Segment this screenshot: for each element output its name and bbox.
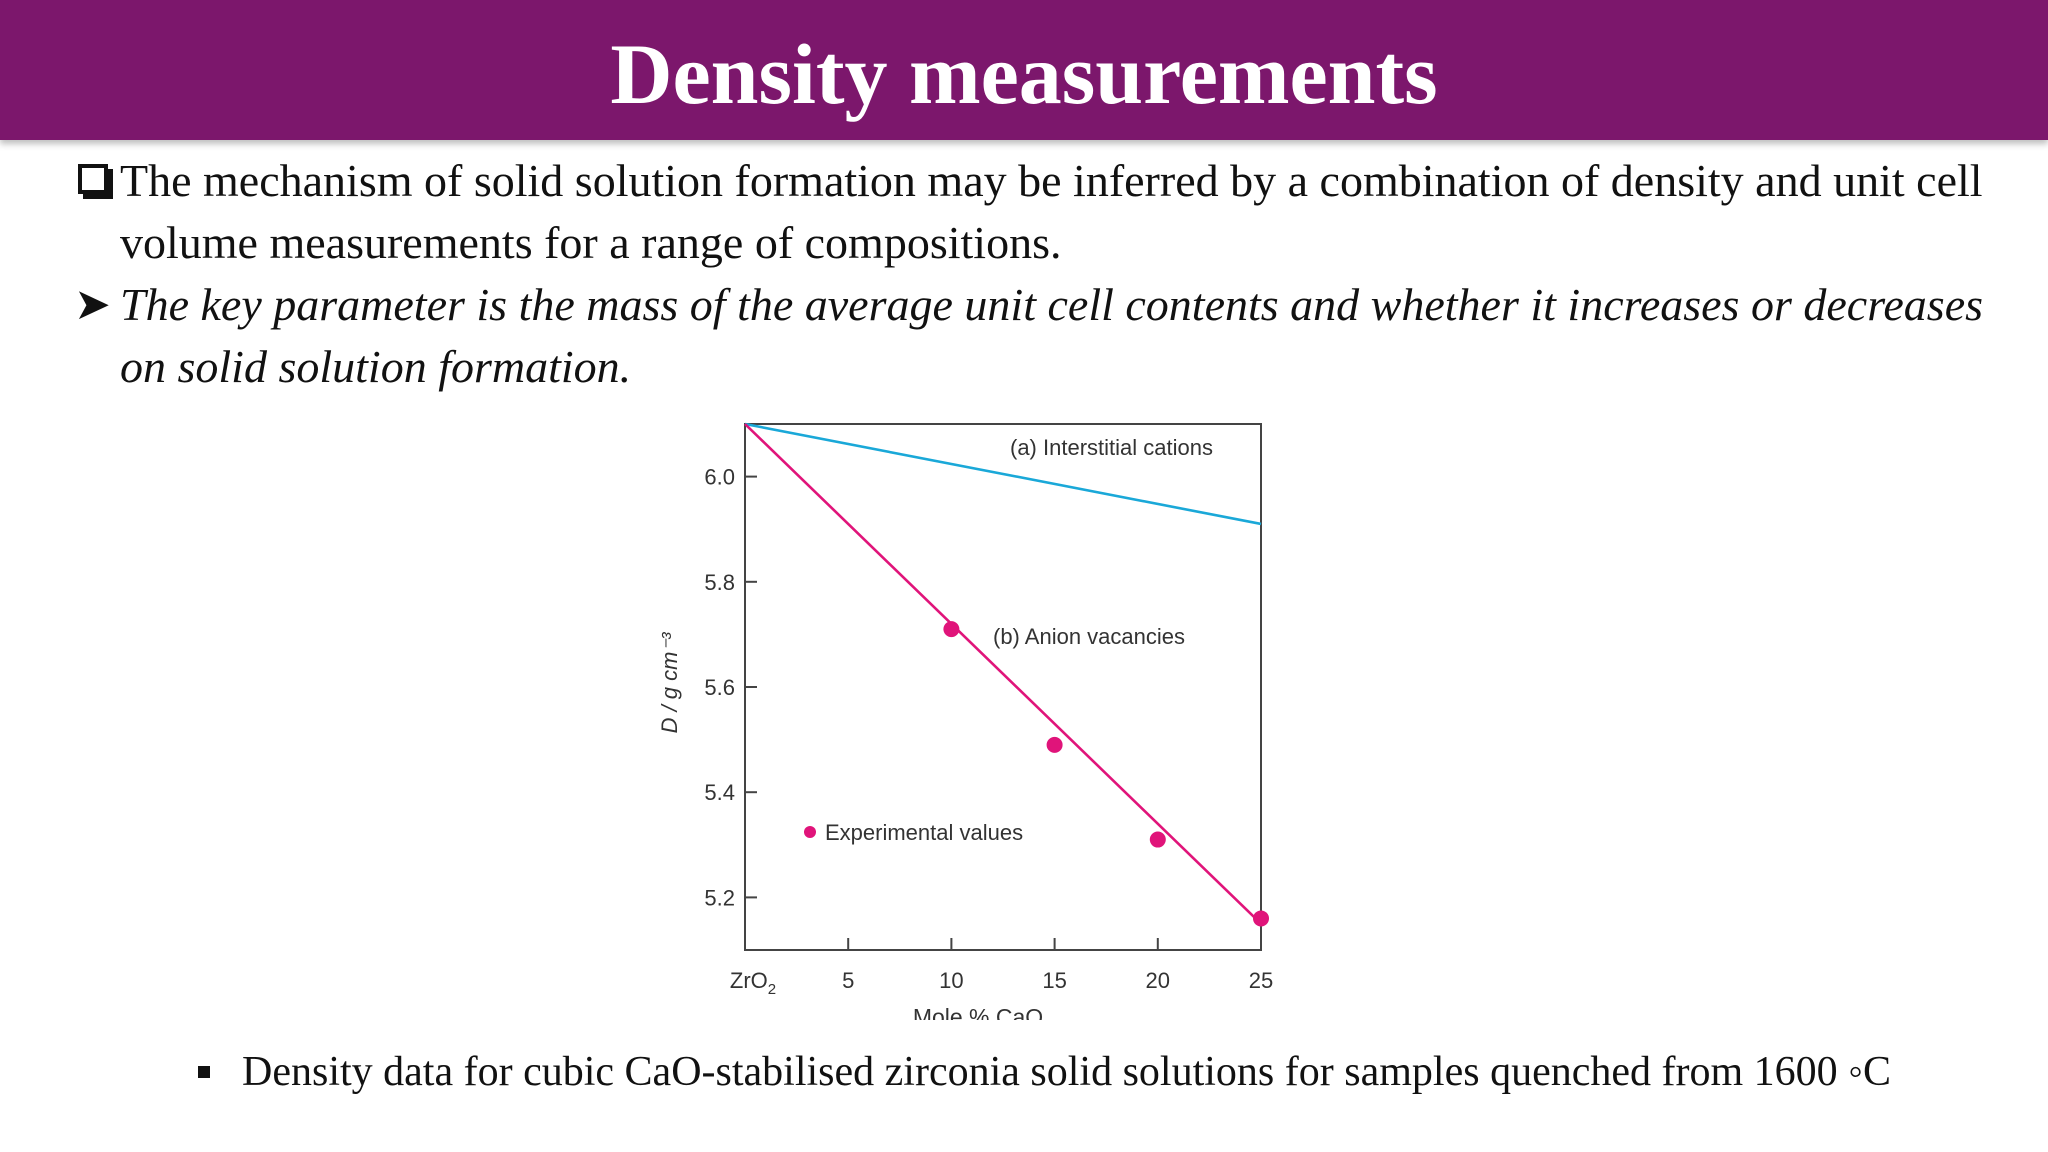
y-tick-label: 5.2 [704, 885, 735, 910]
plot-frame [744, 423, 1262, 951]
bullet-text-2: The key parameter is the mass of the ave… [120, 279, 1984, 392]
y-tick-label: 6.0 [704, 465, 735, 490]
figure-caption: Density data for cubic CaO-stabilised zi… [190, 1042, 1891, 1102]
experimental-point [1149, 831, 1166, 848]
x-tick-label: 25 [1249, 968, 1273, 993]
bullet-point-1: The mechanism of solid solution formatio… [74, 150, 2024, 274]
series-label: (b) Anion vacancies [993, 624, 1185, 649]
x-axis-label: Mole % CaO [913, 1004, 1043, 1020]
density-chart: 5.2 5.4 5.6 5.8 6.0 ZrO2 5 10 15 20 25 Mole % CaO D … [657, 422, 1273, 1020]
experimental-point [1046, 736, 1063, 753]
x-tick-label: 15 [1042, 968, 1066, 993]
bullet-text-1: The mechanism of solid solution formatio… [120, 155, 1983, 268]
y-tick-label: 5.4 [704, 780, 735, 805]
page-title: Density measurements [610, 26, 1438, 122]
experimental-point [943, 621, 960, 638]
checkbox-icon [78, 164, 108, 194]
y-axis-label: D / g cm⁻³ [657, 632, 682, 734]
arrow-icon: ➤ [74, 280, 111, 329]
series-label: (a) Interstitial cations [1010, 435, 1213, 460]
title-bar: Density measurements [0, 0, 2048, 140]
y-tick-label: 5.6 [704, 675, 735, 700]
experimental-point [1253, 910, 1269, 927]
x-tick-label: 10 [939, 968, 963, 993]
x-tick-label: 5 [842, 968, 854, 993]
square-bullet-icon [198, 1066, 210, 1078]
series-line-interstitial-cations [744, 422, 1262, 526]
caption-text: Density data for cubic CaO-stabilised zi… [242, 1049, 1892, 1095]
legend-label: Experimental values [825, 820, 1023, 845]
x-tick-label: ZrO2 [730, 968, 776, 998]
y-tick-label: 5.8 [704, 570, 735, 595]
series-line-anion-vacancies [744, 423, 1262, 925]
bullet-point-2: ➤ The key parameter is the mass of the a… [74, 274, 2024, 398]
x-tick-label: 20 [1146, 968, 1170, 993]
legend-marker [804, 826, 816, 838]
